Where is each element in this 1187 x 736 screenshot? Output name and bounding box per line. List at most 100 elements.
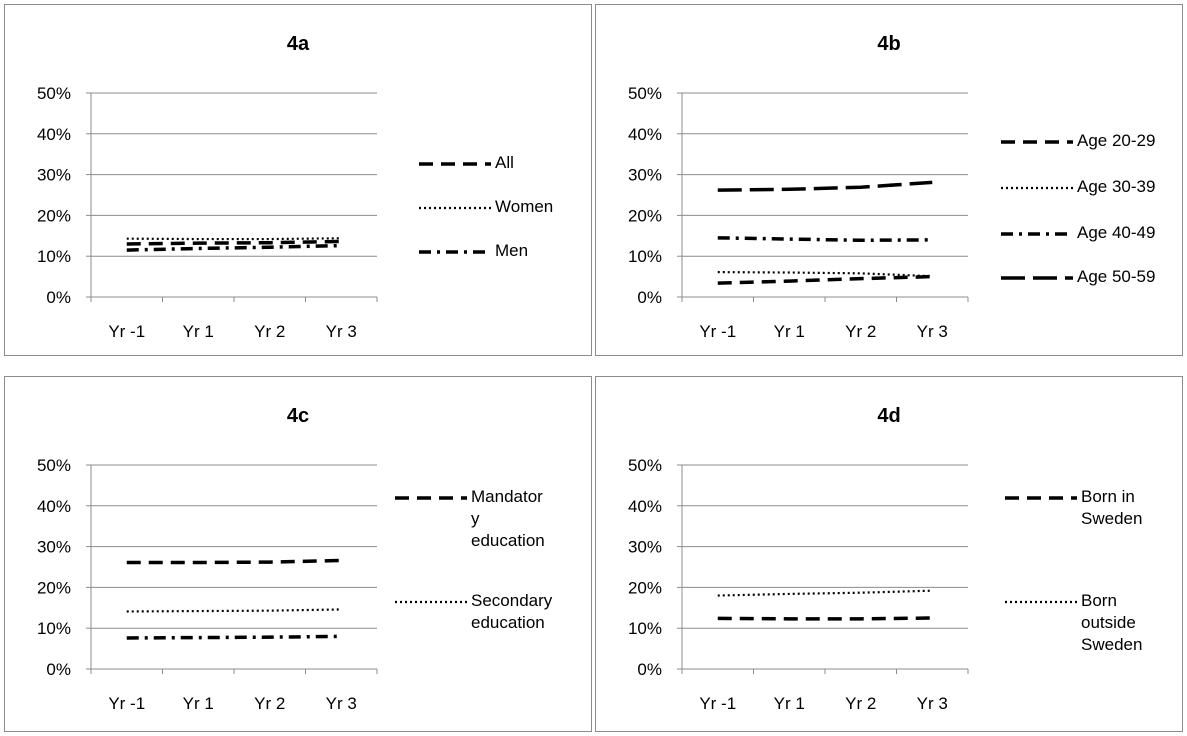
legend-item: Age 20-29 (1001, 130, 1155, 152)
series-line-age-20-29 (717, 274, 933, 285)
series-line-series-3 (126, 634, 342, 640)
chart-title: 4a (286, 33, 310, 55)
y-tick-label: 40% (628, 497, 662, 516)
y-tick-label: 0% (46, 288, 71, 307)
chart-title: 4b (877, 33, 901, 55)
legend-item: Mandator y education (395, 486, 545, 552)
legend-label: Mandator y education (471, 486, 545, 552)
x-tick-label: Yr 2 (254, 694, 285, 713)
legend-label: Age 30-39 (1077, 176, 1155, 198)
legend-label-line: Age 30-39 (1077, 177, 1156, 196)
chart-panel-4d: 4d 0% 10% 20% 30% 40% 50% Yr -1 Yr 1 Yr 2 Yr 3 Born… (595, 376, 1183, 732)
plot-area: 0% 10% 20% 30% 40% 50% Yr -1 Yr 1 Yr 2 Yr 3 (628, 84, 969, 341)
y-tick-label: 40% (37, 125, 71, 144)
legend-label-line: education (471, 531, 545, 550)
x-tick-label: Yr 1 (183, 694, 214, 713)
x-tick-label: Yr 1 (774, 694, 805, 713)
x-tick-label: Yr -1 (108, 694, 145, 713)
legend-swatch (1005, 496, 1077, 500)
y-tick-label: 20% (628, 578, 662, 597)
legend-swatch (1001, 140, 1073, 144)
legend-item: Born outside Sweden (1005, 590, 1142, 656)
legend-label-line: Sweden (1081, 635, 1143, 654)
y-tick-label: 40% (37, 497, 71, 516)
y-tick-label: 10% (37, 247, 71, 266)
legend-label: Age 20-29 (1077, 130, 1155, 152)
x-tick-label: Yr 3 (326, 322, 357, 341)
x-tick-label: Yr -1 (108, 322, 145, 341)
legend-item: Born in Sweden (1005, 486, 1142, 530)
legend-swatch (1005, 600, 1077, 604)
legend-label-line: Men (495, 241, 529, 260)
y-tick-label: 0% (46, 660, 71, 679)
legend-item: Men (419, 240, 528, 262)
legend-swatch (419, 162, 491, 166)
x-tick-label: Yr 1 (183, 322, 214, 341)
legend-label: Women (495, 196, 553, 218)
y-tick-label: 10% (628, 619, 662, 638)
legend-label-line: Age 50-59 (1077, 267, 1156, 286)
plot-area: 0% 10% 20% 30% 40% 50% Yr -1 Yr 1 Yr 2 Yr 3 (37, 456, 378, 713)
y-tick-label: 40% (628, 125, 662, 144)
series-line-born-outside-sweden (717, 589, 933, 597)
legend-swatch (395, 496, 467, 500)
legend-item: Age 50-59 (1001, 266, 1155, 288)
y-tick-label: 10% (37, 619, 71, 638)
legend-label-line: education (471, 613, 545, 632)
chart-title: 4d (877, 405, 901, 427)
series-line-age-50-59 (717, 180, 933, 192)
legend-item: Age 40-49 (1001, 222, 1155, 244)
y-tick-label: 30% (37, 538, 71, 557)
legend-swatch (1001, 186, 1073, 190)
legend-swatch (395, 600, 467, 604)
y-tick-label: 0% (637, 660, 662, 679)
legend-swatch (419, 250, 491, 254)
chart-panel-4b: 4b 0% 10% 20% 30% 40% 50% Yr -1 Yr 1 Yr 2 Yr 3 Age … (595, 4, 1183, 356)
legend-item: All (419, 152, 514, 174)
y-tick-label: 30% (37, 166, 71, 185)
legend-label: Men (495, 240, 528, 262)
y-tick-label: 20% (37, 206, 71, 225)
x-tick-label: Yr 1 (774, 322, 805, 341)
y-tick-label: 50% (628, 456, 662, 475)
y-tick-label: 50% (37, 84, 71, 103)
legend-label-line: All (495, 153, 514, 172)
legend-swatch (1001, 276, 1073, 280)
legend-item: Women (419, 196, 553, 218)
y-tick-label: 20% (628, 206, 662, 225)
x-tick-label: Yr -1 (699, 694, 736, 713)
series-line-men (126, 243, 342, 252)
series-line-women (126, 237, 342, 241)
legend-label-line: outside (1081, 613, 1136, 632)
legend-label-line: Women (495, 197, 554, 216)
legend-label: Age 50-59 (1077, 266, 1155, 288)
series-line-born-in-sweden (717, 616, 933, 621)
y-tick-label: 20% (37, 578, 71, 597)
x-tick-label: Yr -1 (699, 322, 736, 341)
x-tick-label: Yr 3 (326, 694, 357, 713)
x-tick-label: Yr 3 (917, 694, 948, 713)
y-tick-label: 30% (628, 538, 662, 557)
legend-label: All (495, 152, 514, 174)
x-tick-label: Yr 2 (845, 694, 876, 713)
legend-label-line: Age 40-49 (1077, 223, 1156, 242)
legend-label-line: Age 20-29 (1077, 131, 1156, 150)
series-line-secondary-education (126, 608, 342, 613)
plot-area: 0% 10% 20% 30% 40% 50% Yr -1 Yr 1 Yr 2 Yr 3 (628, 456, 969, 713)
x-tick-label: Yr 2 (845, 322, 876, 341)
series-line-all (126, 239, 342, 246)
legend-label-line: Born in (1081, 487, 1135, 506)
legend-label: Age 40-49 (1077, 222, 1155, 244)
legend-item: Age 30-39 (1001, 176, 1155, 198)
series-line-age-40-49 (717, 236, 933, 243)
legend-label-line: y (471, 509, 480, 528)
legend-label-line: Mandator (471, 487, 543, 506)
legend-label-line: Secondary (471, 591, 553, 610)
chart-panel-4c: 4c 0% 10% 20% 30% 40% 50% Yr -1 Yr 1 Yr 2 Yr 3 Mand… (4, 376, 592, 732)
series-line-age-30-39 (717, 271, 933, 278)
legend-item: Secondary education (395, 590, 552, 634)
y-tick-label: 50% (628, 84, 662, 103)
legend-label: Born outside Sweden (1081, 590, 1142, 656)
legend-swatch (1001, 232, 1073, 236)
legend-label-line: Sweden (1081, 509, 1143, 528)
